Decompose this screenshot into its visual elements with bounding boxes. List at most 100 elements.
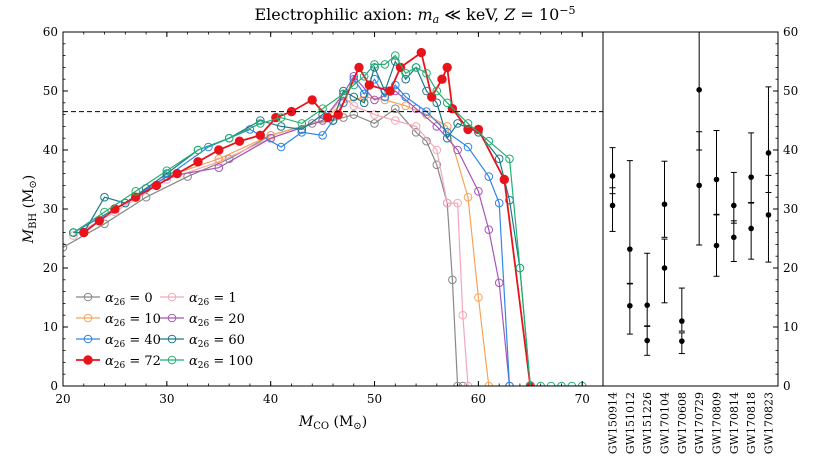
data-point [323,112,333,123]
data-point [494,278,504,288]
data-point [505,154,514,164]
gw-mass-point [661,265,668,271]
gw-secondary-mass [644,325,651,356]
data-point [121,198,130,208]
legend-item: α26 = 72 [76,354,161,371]
series-line-1 [73,96,469,386]
data-point [416,47,426,58]
data-point [307,119,317,128]
data-point [349,92,359,102]
right-y-tick-label: 60 [783,25,798,39]
data-point [422,69,431,78]
data-point [370,63,379,72]
gw-event-label: GW170608 [676,392,689,454]
data-point [193,157,203,167]
data-point [151,180,162,191]
data-point [484,381,494,386]
data-point [536,381,545,386]
gw-primary-mass [678,287,685,332]
data-point [359,72,369,81]
gw-secondary-mass [661,238,668,304]
data-point [359,98,369,108]
gw-mass-point [679,318,685,324]
gw-mass-point [644,302,650,308]
y-axis-label: MBH (M⊙) [21,175,39,245]
gw-event-label: GW151012 [624,392,637,454]
gw-event-label: GW170818 [745,392,758,454]
y-tick-label: 60 [43,25,58,39]
gw-mass-point [713,242,720,249]
legend-label: α26 = 100 [189,354,253,371]
gw-secondary-mass [713,214,720,277]
data-point [214,154,224,164]
data-point [359,89,369,99]
gw-event-label: GW150914 [607,392,620,454]
data-point [339,89,348,99]
gw-mass-point [696,182,702,189]
data-point [255,130,265,141]
data-point [297,128,307,137]
gw-mass-point [765,212,772,218]
series-7 [69,51,587,386]
data-point [391,51,400,60]
data-point [276,142,286,152]
data-point [526,381,535,386]
right-y-tick-label: 50 [783,84,798,98]
data-point [266,133,276,143]
gw-event-label: GW170823 [762,392,775,454]
y-tick-label: 0 [50,379,58,393]
data-point [453,198,462,208]
data-point [453,145,462,155]
gw-event-label: GW170104 [659,392,672,454]
gw-primary-mass [609,147,616,195]
gw-mass-point [609,202,616,209]
data-point [256,116,265,125]
gw-mass-point [748,225,754,232]
data-point [380,60,390,69]
data-point [245,125,255,134]
gw-event-label: GW170814 [728,392,741,454]
series-line-3 [73,75,511,386]
gw-secondary-mass [748,202,755,260]
data-point [297,119,307,128]
data-point [437,74,447,84]
y-tick-label: 10 [43,320,58,334]
gw-mass-point [696,87,702,93]
data-point [494,198,504,208]
legend: α26 = 0 α26 = 1 α26 = 10 α26 = 20 α26 = 40 α2… [76,291,253,371]
gw-mass-point [644,337,650,344]
gw-event-label: GW170729 [693,392,706,454]
x-axis-label: MCO (M⊙) [298,414,367,432]
data-point [110,204,120,214]
gw-mass-point [661,201,668,208]
right-y-tick-label: 10 [783,320,798,334]
gw-mass-point [765,150,772,156]
data-point [463,192,473,202]
data-point [349,110,359,119]
gw-secondary-mass [765,174,772,263]
gw-primary-mass [748,132,755,204]
data-point [494,154,504,164]
gw-secondary-mass [696,131,703,246]
legend-label: α26 = 60 [189,333,245,350]
gw-primary-mass [696,32,703,151]
data-point [484,172,494,181]
x-tick-label: 30 [159,392,174,406]
data-point [100,192,109,202]
x-tick-label: 50 [367,392,382,406]
legend-item: α26 = 20 [160,312,245,329]
data-point [411,122,421,131]
gw-primary-mass [661,160,668,238]
data-point [94,216,105,226]
legend-label: α26 = 20 [189,312,245,329]
data-point [131,187,140,196]
gw-mass-point [609,173,616,179]
data-point [453,381,462,386]
data-point [364,80,374,90]
data-point [318,131,327,140]
data-point [276,113,286,122]
y-tick-label: 30 [43,202,58,216]
gw-mass-point [731,202,737,209]
gw-mass-point [627,246,633,252]
data-point [395,62,406,73]
